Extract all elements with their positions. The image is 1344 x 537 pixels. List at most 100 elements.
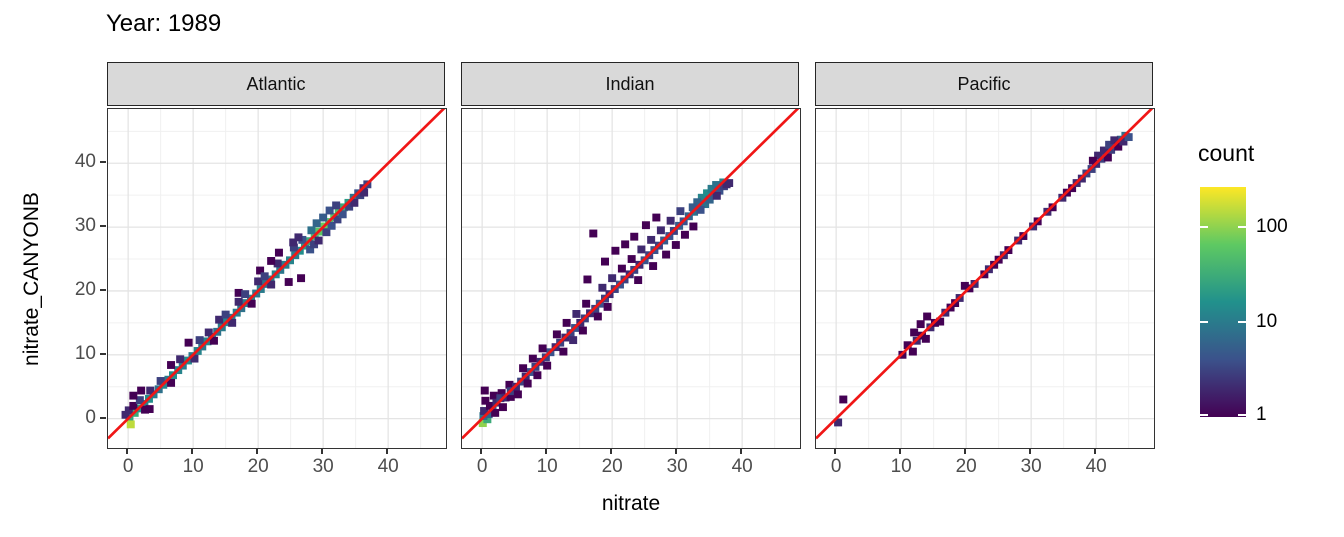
bin2d-cell [307, 226, 316, 235]
bin2d-cell [497, 389, 506, 398]
legend-tick-mark [1238, 320, 1246, 323]
bin2d-cell [513, 390, 522, 399]
bin2d-cell [260, 272, 269, 281]
bin2d-cell [333, 215, 342, 224]
bin2d-cell [603, 302, 612, 311]
bin2d-cell [195, 336, 204, 345]
bin2d-cell [533, 371, 542, 380]
bin2d-cell [273, 259, 282, 268]
bin2d-cell [1119, 137, 1128, 146]
bin2d-cell [306, 245, 315, 254]
bin2d-cell [578, 326, 587, 335]
bin2d-cell [562, 318, 571, 327]
bin2d-cell [314, 236, 323, 245]
bin2d-cell [538, 344, 547, 353]
bin2d-cell [647, 235, 656, 244]
x-tick-label: 20 [601, 456, 623, 477]
x-tick-mark [1094, 448, 1097, 454]
bin2d-cell [338, 210, 347, 219]
x-tick-label: 30 [312, 456, 334, 477]
bin2d-cell [627, 255, 636, 263]
bin2d-cell [350, 198, 359, 207]
bin2d-cell [611, 246, 620, 255]
bin2d-cell [712, 181, 721, 189]
bin2d-cell [221, 310, 230, 319]
legend-tick-label: 100 [1256, 215, 1288, 237]
bin2d-cell [506, 393, 515, 401]
legend-tick-mark [1238, 225, 1246, 228]
bin2d-cell [1099, 146, 1108, 155]
bin2d-cell [492, 398, 501, 407]
bin2d-cell [267, 280, 276, 289]
y-tick-label: 10 [74, 342, 96, 364]
facet-strip-atlantic: Atlantic [107, 62, 445, 106]
bin2d-cell [484, 410, 493, 419]
bin2d-cell [689, 222, 698, 231]
x-tick-label: 40 [1085, 456, 1107, 477]
x-tick-mark [126, 448, 129, 454]
legend-title: count [1198, 140, 1255, 166]
facet-atlantic: Atlantic 0 10 20 30 40 [107, 62, 447, 477]
bin2d-cell [916, 320, 925, 329]
bin2d-cell [310, 240, 319, 249]
legend-colorbar [1200, 187, 1246, 417]
bin2d-cell [519, 364, 528, 373]
bin2d-cell [156, 377, 165, 385]
bin2d-cell [1105, 140, 1114, 149]
plot-title: Year: 1989 [106, 10, 222, 37]
x-tick-mark [191, 448, 194, 454]
bin2d-cell [312, 219, 321, 228]
x-tick-label: 0 [476, 456, 488, 477]
bin2d-cell [680, 230, 689, 239]
bin2d-cell [712, 191, 721, 200]
bin2d-cell [491, 408, 500, 417]
panel-indian [461, 108, 801, 449]
bin2d-cell [559, 347, 568, 356]
bin2d-cell [135, 396, 144, 405]
bin2d-cell [505, 380, 514, 389]
bin2d-cell [284, 278, 293, 286]
bin2d-cell [1103, 153, 1112, 162]
bin2d-cell [327, 221, 336, 230]
bin2d-cell [1124, 133, 1133, 142]
x-tick-label: 20 [955, 456, 977, 477]
y-tick-mark [100, 416, 106, 419]
bin2d-cell [332, 201, 341, 210]
bin2d-cell [167, 361, 176, 369]
bin2d-cell [960, 281, 969, 290]
bin2d-cell [124, 406, 133, 415]
x-tick-mark [834, 448, 837, 454]
x-tick-mark [899, 448, 902, 454]
bin2d-cell [289, 238, 298, 247]
x-tick-mark [256, 448, 259, 454]
y-tick-label: 40 [74, 151, 96, 173]
x-tick-mark [740, 448, 743, 454]
bin2d-cell [215, 315, 224, 324]
y-tick-label: 20 [74, 278, 96, 300]
y-tick-label: 30 [74, 215, 96, 237]
bin2d-cell [715, 186, 724, 195]
bin2d-cell [908, 347, 917, 356]
bin2d-cell [582, 299, 591, 308]
bin2d-cell [583, 275, 592, 284]
bin2d-cell [601, 257, 609, 266]
bin2d-cell [141, 405, 150, 414]
legend-tick-label: 1 [1256, 404, 1267, 426]
x-tick-mark [321, 448, 324, 454]
bin2d-cell [649, 262, 658, 270]
bin2d-cell [705, 195, 714, 204]
x-tick-label: 40 [731, 456, 753, 477]
x-tick-mark [964, 448, 967, 454]
bin2d-cell [707, 184, 716, 193]
bin2d-cell [688, 203, 697, 212]
bin2d-cell [552, 330, 561, 339]
bin2d-cell [671, 241, 680, 249]
bin2d-cell [921, 334, 930, 343]
bin2d-cell [697, 193, 706, 202]
bin2d-cell [598, 283, 607, 292]
bin2d-cell [589, 229, 598, 238]
bin2d-cell [903, 341, 912, 350]
bin2d-cell [319, 213, 328, 222]
x-tick-mark [480, 448, 483, 454]
